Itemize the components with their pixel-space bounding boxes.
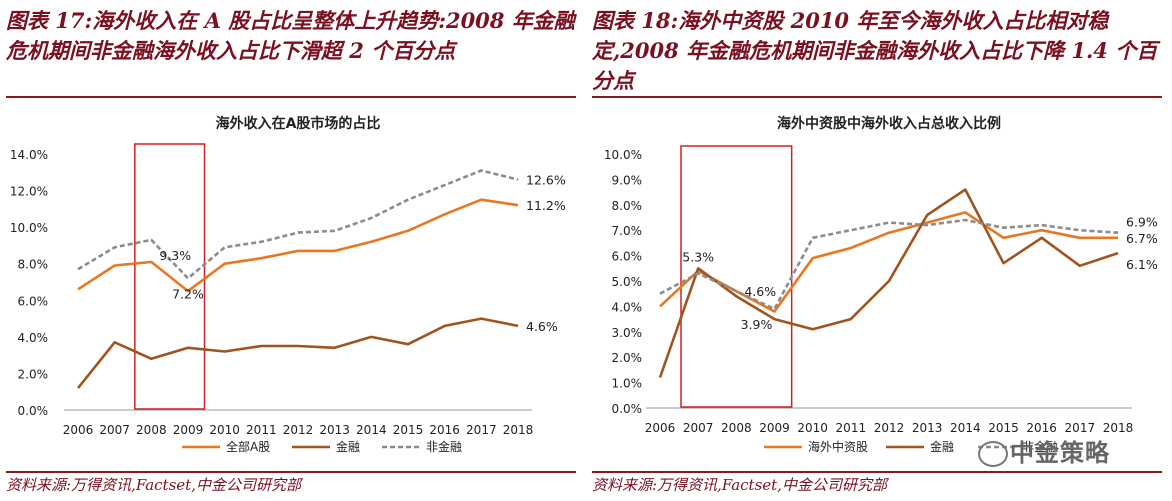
data-label: 6.9% [1126,215,1158,230]
y-tick-label: 5.0% [612,275,643,289]
y-tick-label: 6.0% [612,250,643,264]
y-tick-label: 10.0% [604,148,642,162]
data-label: 4.6% [526,319,558,334]
series-line [76,317,519,389]
x-tick-label: 2007 [683,421,714,435]
wechat-icon [978,441,1008,467]
y-tick-label: 3.0% [612,326,643,340]
x-tick-label: 2011 [246,423,277,437]
y-tick-label: 8.0% [612,199,643,213]
x-tick-label: 2017 [466,423,497,437]
y-tick-label: 2.0% [612,351,643,365]
y-tick-label: 9.0% [612,173,643,187]
legend-label: 金融 [336,439,360,454]
x-tick-label: 2012 [874,421,905,435]
series-line [77,169,519,280]
x-tick-label: 2016 [1026,421,1057,435]
y-tick-label: 7.0% [612,224,643,238]
caption-divider [6,96,576,98]
x-tick-label: 2013 [319,423,350,437]
y-tick-label: 8.0% [18,258,49,272]
data-label: 3.9% [741,317,773,332]
right-figure-panel: 图表 18:海外中资股 2010 年至今海外收入占比相对稳定,2008 年金融危… [592,0,1167,501]
chart-title: 海外中资股中海外收入占总收入比例 [777,115,1001,132]
highlight-box [680,145,793,408]
y-tick-label: 2.0% [18,367,49,381]
x-tick-label: 2016 [429,423,460,437]
source-divider [6,471,576,473]
y-tick-label: 0.0% [18,404,49,418]
x-tick-label: 2006 [63,423,94,437]
y-tick-label: 4.0% [612,300,643,314]
x-tick-label: 2012 [283,423,314,437]
legend-label: 海外中资股 [808,439,868,454]
x-tick-label: 2015 [393,423,424,437]
figure-caption: 图表 17:海外收入在 A 股占比呈整体上升趋势:2008 年金融危机期间非金融… [6,8,575,63]
data-label: 11.2% [526,198,566,213]
x-tick-label: 2011 [836,421,867,435]
x-tick-label: 2008 [136,423,167,437]
series-line [659,211,1118,313]
y-tick-label: 0.0% [612,402,643,416]
x-tick-label: 2006 [645,421,676,435]
legend-label: 非金融 [426,439,462,454]
right-line-chart: 海外中资股中海外收入占总收入比例 0.0% 1.0% 2.0% 3.0% 4.0% 5.0%… [604,115,1158,454]
wechat-watermark: 中金策略 [978,433,1110,468]
x-tick-label: 2010 [209,423,240,437]
y-tick-label: 6.0% [18,294,49,308]
x-tick-label: 2008 [721,421,752,435]
left-line-chart: 海外收入在A股市场的占比 0.0% 2.0% 4.0% 6.0% 8.0% 10.0% 12.… [10,115,566,454]
highlight-box [134,143,206,410]
legend-label: 全部A股 [226,439,270,454]
data-label: 6.1% [1126,257,1158,272]
x-tick-label: 2018 [1103,421,1134,435]
x-tick-label: 2014 [950,421,981,435]
source-note: 资料来源:万得资讯,Factset,中金公司研究部 [6,476,301,494]
chart-title: 海外收入在A股市场的占比 [216,115,381,132]
y-tick-label: 10.0% [10,221,48,235]
x-tick-label: 2013 [912,421,943,435]
watermark-text: 中金策略 [1010,439,1110,467]
source-divider [592,471,1162,473]
legend-label: 金融 [930,439,954,454]
x-tick-label: 2018 [503,423,534,437]
caption-divider [592,96,1162,98]
data-label: 7.2% [172,286,204,301]
y-tick-label: 14.0% [10,148,48,162]
y-tick-label: 1.0% [612,377,643,391]
y-tick-label: 12.0% [10,185,48,199]
source-note: 资料来源:万得资讯,Factset,中金公司研究部 [592,476,887,494]
legend-label: 非金融 [1022,439,1058,454]
y-tick-label: 4.0% [18,331,49,345]
x-tick-label: 2010 [797,421,828,435]
x-tick-label: 2009 [173,423,204,437]
data-label: 6.7% [1126,231,1158,246]
data-label: 12.6% [526,173,566,188]
x-tick-label: 2014 [356,423,387,437]
series-line [658,188,1119,378]
x-tick-label: 2007 [99,423,130,437]
x-tick-label: 2015 [988,421,1019,435]
left-figure-panel: 图表 17:海外收入在 A 股占比呈整体上升趋势:2008 年金融危机期间非金融… [6,0,581,501]
data-label: 9.3% [159,248,191,263]
data-label: 4.6% [744,284,776,299]
x-tick-label: 2009 [759,421,790,435]
data-label: 5.3% [682,249,714,264]
figure-caption: 图表 18:海外中资股 2010 年至今海外收入占比相对稳定,2008 年金融危… [592,8,1158,93]
series-line [77,198,519,293]
x-tick-label: 2017 [1065,421,1096,435]
